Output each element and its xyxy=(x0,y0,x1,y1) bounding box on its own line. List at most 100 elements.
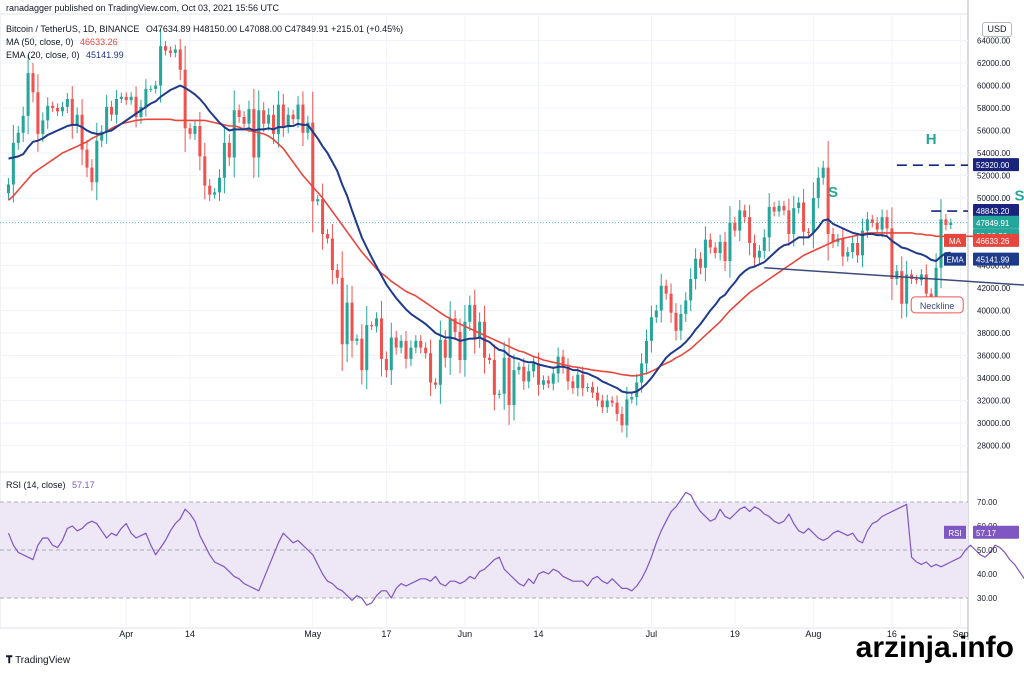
candle-body xyxy=(733,223,736,231)
candle-body xyxy=(684,300,687,314)
candle-body xyxy=(616,403,619,414)
candle-body xyxy=(277,105,280,134)
candle-body xyxy=(331,239,334,271)
candle-body xyxy=(193,126,196,134)
y-tick-label: 62000.00 xyxy=(977,59,1011,68)
candle-body xyxy=(174,50,177,53)
candle-body xyxy=(944,219,947,225)
rsi-legend[interactable]: RSI (14, close) 57.17 xyxy=(6,480,99,490)
candle-body xyxy=(812,198,815,233)
candle-body xyxy=(326,234,329,239)
candle-body xyxy=(822,168,825,178)
ema-legend[interactable]: EMA (20, close, 0) 45141.99 xyxy=(6,50,128,60)
candle-body xyxy=(611,401,614,403)
badge-rsi: RSI xyxy=(948,529,961,538)
tradingview-brand[interactable]: 𝐓 TradingView xyxy=(6,655,70,666)
badge-ma: MA xyxy=(949,237,962,246)
x-tick-label: 17 xyxy=(381,629,391,639)
candle-body xyxy=(758,251,761,258)
tradingview-brand-text: TradingView xyxy=(15,655,70,666)
candle-body xyxy=(738,210,741,230)
candle-body xyxy=(763,237,766,251)
candle-body xyxy=(272,115,275,134)
candle-body xyxy=(149,89,152,90)
ema-legend-label: EMA (20, close, 0) xyxy=(6,50,80,60)
candle-body xyxy=(925,275,928,294)
candle-body xyxy=(203,156,206,185)
y-tick-label: 30000.00 xyxy=(977,419,1011,428)
symbol-name[interactable]: Bitcoin / TetherUS, 1D, BINANCE xyxy=(6,24,139,34)
candle-body xyxy=(625,399,628,425)
y-tick-label: 64000.00 xyxy=(977,37,1011,46)
candle-body xyxy=(120,97,123,99)
candle-body xyxy=(31,73,34,92)
candle-body xyxy=(444,340,447,358)
symbol-line: Bitcoin / TetherUS, 1D, BINANCE O47634.8… xyxy=(6,24,407,34)
candle-body xyxy=(144,89,147,107)
candle-body xyxy=(939,219,942,267)
ma-legend-value: 46633.26 xyxy=(80,37,118,47)
candle-body xyxy=(650,317,653,341)
candle-body xyxy=(890,228,893,279)
ma-legend[interactable]: MA (50, close, 0) 46633.26 xyxy=(6,37,122,47)
x-tick-label: Jun xyxy=(458,629,473,639)
candle-body xyxy=(27,73,30,116)
candle-body xyxy=(351,303,354,341)
candle-body xyxy=(419,341,422,348)
candle-body xyxy=(301,105,304,133)
rsi-tick-label: 30.00 xyxy=(977,594,998,603)
x-tick-label: 14 xyxy=(185,629,195,639)
candle-body xyxy=(817,178,820,198)
candle-body xyxy=(198,126,201,156)
candle-body xyxy=(724,242,727,261)
candle-body xyxy=(571,381,574,388)
candle-body xyxy=(915,279,918,280)
candle-body xyxy=(395,338,398,348)
currency-button[interactable]: USD xyxy=(982,22,1012,37)
candle-body xyxy=(110,107,113,115)
candle-body xyxy=(792,208,795,234)
candle-body xyxy=(876,223,879,230)
candle-body xyxy=(429,353,432,382)
y-tick-label: 50000.00 xyxy=(977,194,1011,203)
tag-48843: 48843.20 xyxy=(976,207,1010,216)
candle-body xyxy=(66,99,69,107)
candle-body xyxy=(218,178,221,193)
candle-body xyxy=(473,305,476,339)
candle-body xyxy=(748,217,751,243)
candle-body xyxy=(905,275,908,304)
candle-body xyxy=(380,318,383,359)
candle-body xyxy=(871,219,874,222)
x-tick-label: May xyxy=(304,629,322,639)
site-watermark: arzinja.info xyxy=(856,631,1014,665)
ohlc-values: O47634.89 H48150.00 L47088.00 C47849.91 … xyxy=(146,24,403,34)
candles xyxy=(7,29,952,438)
tag-ema-value: 45141.99 xyxy=(976,256,1010,265)
candle-body xyxy=(130,97,133,100)
candle-body xyxy=(503,358,506,394)
candle-body xyxy=(895,271,898,279)
candle-body xyxy=(532,363,535,371)
candle-body xyxy=(778,206,781,212)
candle-body xyxy=(522,367,525,382)
candle-body xyxy=(90,168,93,183)
candle-body xyxy=(247,109,250,124)
tag-52920: 52920.00 xyxy=(976,161,1010,170)
y-tick-label: 52000.00 xyxy=(977,172,1011,181)
candle-body xyxy=(719,242,722,253)
candle-body xyxy=(660,286,663,311)
candle-body xyxy=(282,105,285,126)
candle-body xyxy=(709,240,712,248)
candle-body xyxy=(699,259,702,268)
x-tick-label: 14 xyxy=(534,629,544,639)
pattern-label-s-left: S xyxy=(828,184,838,201)
candle-body xyxy=(360,339,363,371)
candle-body xyxy=(640,363,643,382)
published-line: ranadagger published on TradingView.com,… xyxy=(6,3,283,13)
candle-body xyxy=(782,206,785,211)
published-text: ranadagger published on TradingView.com,… xyxy=(6,3,279,13)
rsi-tick-label: 40.00 xyxy=(977,570,998,579)
